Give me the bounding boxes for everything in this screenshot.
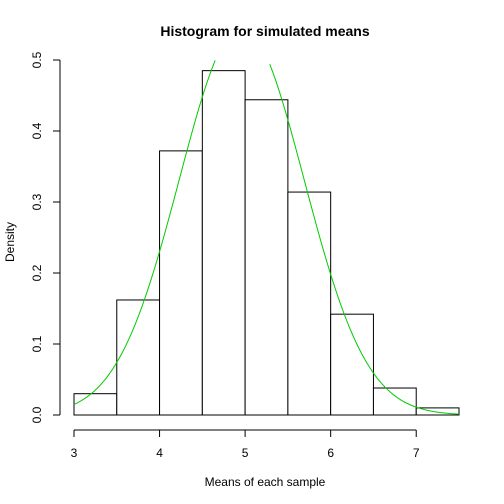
y-tick-label: 0.4: [30, 122, 44, 139]
y-tick-label: 0.3: [30, 193, 44, 210]
y-axis: 0.0 0.1 0.2 0.3 0.4 0.5: [30, 51, 61, 423]
histogram-bar: [330, 313, 374, 416]
x-tick-label: 6: [327, 446, 334, 460]
histogram-bar: [73, 393, 118, 416]
plot-area: [73, 60, 460, 416]
y-tick-label: 0.0: [30, 406, 44, 423]
histogram-bar: [287, 191, 332, 416]
y-tick-label: 0.5: [30, 51, 44, 68]
histogram-bar: [201, 70, 246, 416]
x-tick-label: 5: [242, 446, 249, 460]
histogram-bar: [372, 387, 417, 416]
histogram-bars: [73, 70, 460, 416]
chart-title: Histogram for simulated means: [160, 23, 369, 39]
x-axis: 3 4 5 6 7: [71, 429, 420, 460]
y-axis-label: Density: [3, 222, 17, 262]
y-tick-label: 0.2: [30, 264, 44, 281]
x-tick-label: 3: [71, 446, 78, 460]
histogram-bar: [244, 99, 289, 416]
histogram-bar: [116, 299, 161, 416]
histogram-bar: [159, 150, 203, 416]
x-tick-label: 4: [156, 446, 163, 460]
y-tick-label: 0.1: [30, 335, 44, 352]
histogram-bar: [415, 407, 460, 416]
x-axis-label: Means of each sample: [205, 475, 326, 489]
density-curve: [73, 60, 460, 415]
x-tick-label: 7: [413, 446, 420, 460]
